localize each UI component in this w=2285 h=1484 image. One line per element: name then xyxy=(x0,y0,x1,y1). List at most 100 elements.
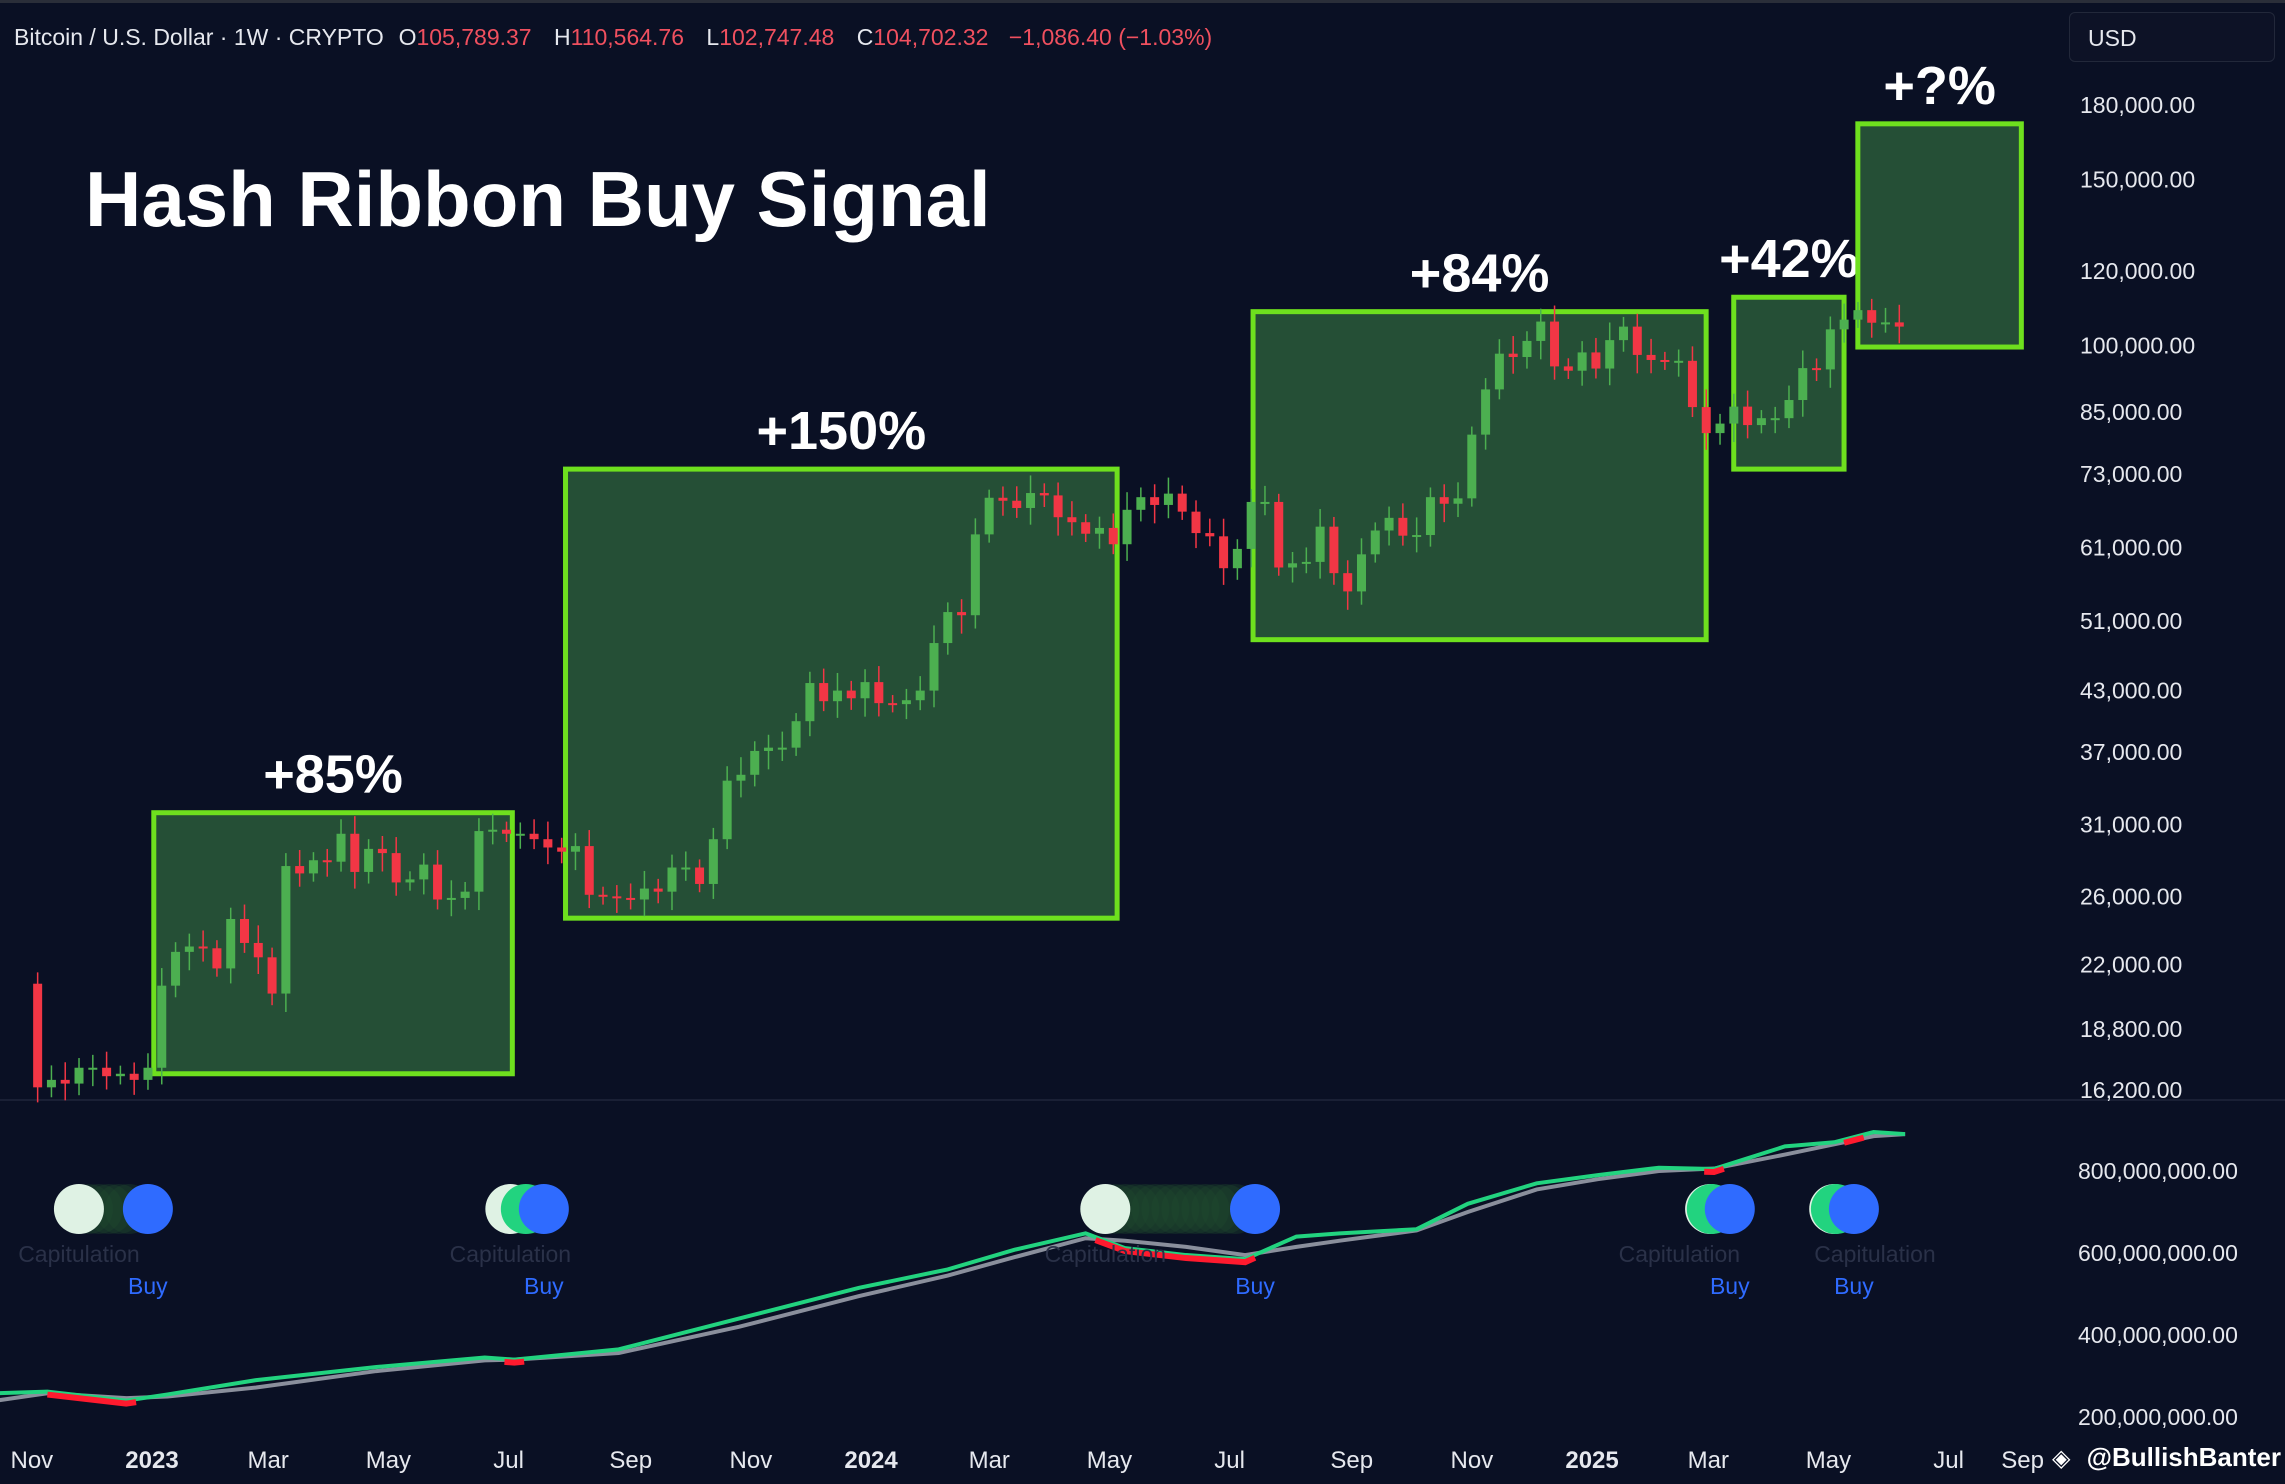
candle-body xyxy=(1632,326,1642,355)
gain-box xyxy=(151,810,515,1077)
candle-body xyxy=(171,951,181,986)
price-tick: 26,000.00 xyxy=(2080,883,2182,909)
symbol-name[interactable]: Bitcoin / U.S. Dollar · 1W · CRYPTO xyxy=(14,24,384,50)
currency-button[interactable]: USD xyxy=(2069,12,2275,62)
price-tick: 180,000.00 xyxy=(2080,92,2195,118)
buy-label: Buy xyxy=(1710,1273,1750,1299)
candle-body xyxy=(1163,493,1173,505)
candle-body xyxy=(253,942,263,958)
watermark: ◈ @BullishBanter xyxy=(2052,1442,2281,1472)
price-tick: 31,000.00 xyxy=(2080,811,2182,837)
hashrate-tick: 600,000,000.00 xyxy=(2078,1240,2238,1266)
signal-trail xyxy=(1181,1184,1230,1234)
hashrate-axis[interactable]: 800,000,000.00 600,000,000.00 400,000,000.… xyxy=(2078,1158,2238,1430)
candle-body xyxy=(281,866,291,994)
capitulation-label: Capitulation xyxy=(1814,1241,1935,1267)
candle-body xyxy=(529,833,539,840)
candle-body xyxy=(1219,536,1229,569)
candle-body xyxy=(1743,406,1753,426)
time-tick: Sep xyxy=(609,1447,652,1474)
candle-body xyxy=(888,703,898,706)
candle-body xyxy=(1012,500,1022,508)
candle-body xyxy=(322,860,332,863)
candle-body xyxy=(198,946,208,949)
candle-body xyxy=(653,888,663,892)
candle-body xyxy=(226,918,236,969)
candle-body xyxy=(295,866,305,874)
time-tick: May xyxy=(366,1447,411,1474)
candle-body xyxy=(1605,340,1615,369)
candle-body xyxy=(129,1073,139,1080)
candle-body xyxy=(708,839,718,884)
candle-body xyxy=(1770,418,1780,421)
candle-body xyxy=(1784,400,1794,419)
candle-body xyxy=(336,833,346,862)
buy-label: Buy xyxy=(1235,1273,1275,1299)
candle-body xyxy=(984,497,994,535)
candle-body xyxy=(998,497,1008,501)
close-value: 104,702.32 xyxy=(873,24,989,50)
gain-box xyxy=(1250,309,1709,643)
candle-body xyxy=(1039,493,1049,496)
candle-body xyxy=(1536,321,1546,341)
candle-body xyxy=(1467,434,1477,499)
candle-body xyxy=(1453,498,1463,504)
candle-body xyxy=(860,682,870,699)
candle-body xyxy=(639,888,649,900)
chart-title: Hash Ribbon Buy Signal xyxy=(85,155,991,243)
candle-body xyxy=(1356,554,1366,592)
candle-body xyxy=(377,848,387,854)
time-tick: Sep xyxy=(1330,1447,1373,1474)
candle-body xyxy=(115,1073,125,1077)
candle-body xyxy=(1136,497,1146,510)
candle-body xyxy=(584,846,594,895)
signal-trail xyxy=(1121,1184,1170,1234)
price-tick: 22,000.00 xyxy=(2080,952,2182,978)
price-tick: 85,000.00 xyxy=(2080,399,2182,425)
candle-body xyxy=(929,643,939,691)
candle-body xyxy=(1425,497,1435,536)
candle-body xyxy=(1715,423,1725,434)
candle-body xyxy=(1067,517,1077,523)
candle-body xyxy=(1563,366,1573,371)
candle-body xyxy=(1729,406,1739,424)
signal-trail xyxy=(1161,1184,1210,1234)
candle-body xyxy=(391,853,401,883)
price-tick: 43,000.00 xyxy=(2080,678,2182,704)
candle-body xyxy=(184,946,194,952)
price-axis[interactable]: 180,000.00 150,000.00 120,000.00 100,000.00… xyxy=(2080,92,2195,1103)
candle-body xyxy=(1301,561,1311,564)
capitulation-segment xyxy=(1704,1165,1725,1175)
candle-body xyxy=(1867,310,1877,323)
gain-label: +?% xyxy=(1883,56,1996,116)
capitulation-label: Capitulation xyxy=(18,1241,139,1267)
buy-dot xyxy=(1230,1184,1281,1234)
candle-body xyxy=(626,897,636,900)
change-value: −1,086.40 (−1.03%) xyxy=(1008,24,1213,50)
candle-body xyxy=(1177,493,1187,512)
candle-body xyxy=(1701,407,1711,434)
candle-body xyxy=(1687,360,1697,408)
candle-body xyxy=(1053,495,1063,518)
candle-body xyxy=(60,1079,70,1084)
candle-body xyxy=(1232,548,1242,569)
candle-body xyxy=(1756,418,1766,426)
price-tick: 73,000.00 xyxy=(2080,461,2182,487)
symbol-legend: Bitcoin / U.S. Dollar · 1W · CRYPTO O105… xyxy=(14,24,1226,51)
time-tick: Nov xyxy=(1451,1447,1494,1474)
candle-body xyxy=(433,864,443,900)
price-tick: 18,800.00 xyxy=(2080,1016,2182,1042)
time-tick: 2025 xyxy=(1565,1447,1618,1474)
candle-body xyxy=(805,683,815,722)
buy-label: Buy xyxy=(524,1273,564,1299)
price-tick: 51,000.00 xyxy=(2080,608,2182,634)
price-tick: 61,000.00 xyxy=(2080,535,2182,561)
candle-body xyxy=(419,864,429,880)
buy-label: Buy xyxy=(128,1273,168,1299)
candle-body xyxy=(364,848,374,872)
candle-body xyxy=(46,1079,56,1088)
hashrate-tick: 400,000,000.00 xyxy=(2078,1322,2238,1348)
time-tick: Mar xyxy=(248,1447,289,1474)
time-axis[interactable]: Nov 2023 Mar May Jul Sep Nov 2024 Mar May Jul Sep No… xyxy=(10,1447,2044,1474)
